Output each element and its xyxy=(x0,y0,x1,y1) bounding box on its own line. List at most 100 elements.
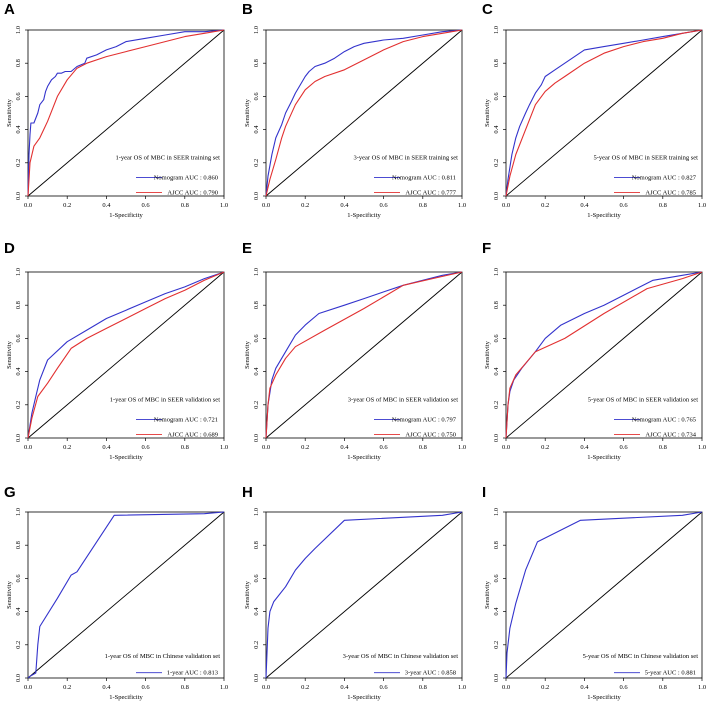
x-tick-label: 0.2 xyxy=(63,202,71,209)
x-tick-label: 0.2 xyxy=(541,684,549,691)
x-tick-label: 0.6 xyxy=(620,684,629,691)
plot-frame xyxy=(27,511,225,679)
x-tick-label: 0.8 xyxy=(181,444,189,451)
roc-curve-ajcc xyxy=(505,29,703,197)
y-tick-label: 0.0 xyxy=(15,192,22,200)
roc-curve-ajcc xyxy=(265,29,463,197)
x-tick-label: 0.4 xyxy=(102,684,111,691)
plot-frame xyxy=(505,29,703,197)
y-tick-label: 0.2 xyxy=(493,159,500,167)
y-tick-label: 0.0 xyxy=(15,434,22,442)
x-tick-label: 0.8 xyxy=(181,684,189,691)
y-axis-label: Sensitivity xyxy=(6,98,13,127)
y-tick-label: 0.8 xyxy=(493,301,500,309)
curve-title: 1-year OS of MBC in Chinese validation s… xyxy=(105,653,221,660)
reference-diagonal xyxy=(27,29,225,197)
x-tick-label: 0.6 xyxy=(380,444,389,451)
curve-title: 1-year OS of MBC in SEER validation set xyxy=(110,396,221,403)
x-axis-label: 1-Specificity xyxy=(347,212,381,219)
legend-entry: 1-year AUC : 0.813 xyxy=(167,670,218,677)
y-tick-label: 0.6 xyxy=(493,574,500,583)
y-axis-label: Sensitivity xyxy=(484,580,491,609)
y-tick-label: 0.6 xyxy=(15,334,22,343)
y-tick-label: 0.6 xyxy=(15,574,22,583)
y-tick-label: 0.6 xyxy=(253,334,260,343)
x-tick-label: 0.0 xyxy=(502,684,510,691)
roc-curve-primary xyxy=(265,511,463,679)
x-tick-label: 0.2 xyxy=(541,444,549,451)
x-tick-label: 0.0 xyxy=(502,202,510,209)
x-tick-label: 0.0 xyxy=(24,684,32,691)
legend-entry: AJCC AUC : 0.777 xyxy=(405,189,456,196)
curve-title: 3-year OS of MBC in Chinese validation s… xyxy=(343,653,459,660)
panel-letter: G xyxy=(4,484,16,501)
roc-panel-g: G 0.0 0.2 0.4 0.6 0.8 1.0 0.0 0.2 0.4 0.6 0.8 1.0 1-S… xyxy=(4,484,228,701)
y-tick-label: 0.4 xyxy=(15,125,22,134)
legend-entry: Nomogram AUC : 0.797 xyxy=(392,416,457,423)
reference-diagonal xyxy=(265,29,463,197)
x-tick-label: 0.0 xyxy=(262,444,270,451)
legend-entry: Nomogram AUC : 0.721 xyxy=(154,416,218,423)
y-tick-label: 0.8 xyxy=(15,59,22,67)
y-tick-label: 1.0 xyxy=(493,268,500,276)
y-tick-label: 0.2 xyxy=(15,159,22,167)
roc-panel-a: A 0.0 0.2 0.4 0.6 0.8 1.0 0.0 0.2 0.4 0.6 0.8 1.0 1-S… xyxy=(4,1,228,219)
x-tick-label: 0.0 xyxy=(262,202,270,209)
x-tick-label: 0.4 xyxy=(102,202,111,209)
y-tick-label: 0.0 xyxy=(253,434,260,442)
legend-entry: 3-year AUC : 0.858 xyxy=(405,670,456,677)
roc-curve-ajcc xyxy=(265,271,463,439)
y-tick-label: 0.2 xyxy=(15,401,22,409)
y-tick-label: 0.2 xyxy=(253,641,260,649)
y-tick-label: 0.2 xyxy=(15,641,22,649)
plot-frame xyxy=(265,29,463,197)
x-tick-label: 1.0 xyxy=(220,444,228,451)
y-axis-label: Sensitivity xyxy=(244,580,251,609)
x-tick-label: 0.8 xyxy=(419,202,427,209)
y-axis-label: Sensitivity xyxy=(484,98,491,127)
panel-letter: E xyxy=(242,240,252,257)
x-axis-label: 1-Specificity xyxy=(587,454,621,461)
x-axis-label: 1-Specificity xyxy=(587,212,621,219)
x-tick-label: 0.8 xyxy=(659,684,667,691)
legend-entry: Nomogram AUC : 0.827 xyxy=(632,174,697,181)
reference-diagonal xyxy=(505,29,703,197)
x-tick-label: 1.0 xyxy=(220,202,228,209)
y-tick-label: 0.4 xyxy=(15,607,22,616)
panel-letter: H xyxy=(242,484,253,501)
reference-diagonal xyxy=(265,271,463,439)
x-tick-label: 0.6 xyxy=(142,202,151,209)
y-tick-label: 0.2 xyxy=(493,401,500,409)
y-tick-label: 0.4 xyxy=(253,607,260,616)
y-tick-label: 1.0 xyxy=(253,26,260,34)
x-tick-label: 0.8 xyxy=(419,444,427,451)
reference-diagonal xyxy=(505,511,703,679)
y-tick-label: 0.8 xyxy=(493,541,500,549)
y-tick-label: 0.8 xyxy=(253,541,260,549)
legend-entry: Nomogram AUC : 0.765 xyxy=(632,416,696,423)
x-tick-label: 1.0 xyxy=(458,202,466,209)
roc-panel-h: H 0.0 0.2 0.4 0.6 0.8 1.0 0.0 0.2 0.4 0.6 0.8 1.0 1-S… xyxy=(242,484,466,701)
x-tick-label: 0.6 xyxy=(380,202,389,209)
y-tick-label: 1.0 xyxy=(15,268,22,276)
panel-letter: C xyxy=(482,1,493,18)
y-tick-label: 0.6 xyxy=(493,92,500,101)
y-tick-label: 1.0 xyxy=(15,26,22,34)
x-tick-label: 1.0 xyxy=(220,684,228,691)
x-tick-label: 0.2 xyxy=(63,684,71,691)
legend-entry: AJCC AUC : 0.785 xyxy=(645,189,696,196)
y-axis-label: Sensitivity xyxy=(244,340,251,369)
roc-curve-ajcc xyxy=(27,29,225,197)
y-tick-label: 0.4 xyxy=(493,607,500,616)
y-tick-label: 0.8 xyxy=(15,541,22,549)
roc-curve-primary xyxy=(265,29,463,197)
x-tick-label: 0.4 xyxy=(580,444,589,451)
x-tick-label: 0.4 xyxy=(580,684,589,691)
y-tick-label: 0.6 xyxy=(15,92,22,101)
x-tick-label: 0.2 xyxy=(63,444,71,451)
y-tick-label: 0.2 xyxy=(253,401,260,409)
x-tick-label: 0.6 xyxy=(142,684,151,691)
roc-panel-e: E 0.0 0.2 0.4 0.6 0.8 1.0 0.0 0.2 0.4 0.6 0.8 1.0 1-S… xyxy=(242,240,466,461)
x-tick-label: 0.8 xyxy=(181,202,189,209)
